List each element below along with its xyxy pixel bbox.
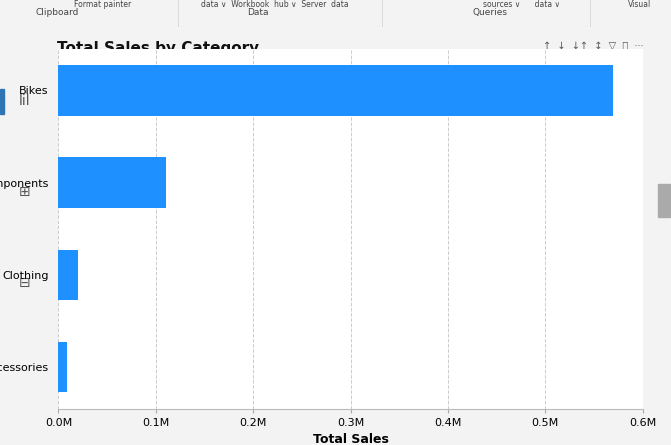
Text: Data: Data [248, 8, 269, 16]
Text: sources ∨      data ∨: sources ∨ data ∨ [483, 0, 560, 9]
Bar [658, 184, 670, 217]
Bar [0, 89, 3, 114]
Text: Total Sales by Category: Total Sales by Category [57, 41, 260, 57]
Text: ↑  ↓  ↓↑  ↕  ▽  ⤢  ···: ↑ ↓ ↓↑ ↕ ▽ ⤢ ··· [544, 41, 643, 52]
Text: lil: lil [19, 94, 31, 108]
Text: Queries: Queries [472, 8, 507, 16]
Text: ⊟: ⊟ [19, 276, 31, 290]
Text: ⊞: ⊞ [19, 185, 31, 199]
Text: data ∨  Workbook  hub ∨  Server  data: data ∨ Workbook hub ∨ Server data [201, 0, 349, 9]
Text: Format painter: Format painter [74, 0, 131, 9]
Text: Clipboard: Clipboard [36, 8, 79, 16]
Bar [58, 342, 67, 392]
X-axis label: Total Sales: Total Sales [313, 433, 389, 445]
Bar [58, 157, 166, 208]
Bar [58, 250, 78, 300]
Bar [58, 65, 613, 116]
Text: Visual: Visual [627, 0, 651, 9]
